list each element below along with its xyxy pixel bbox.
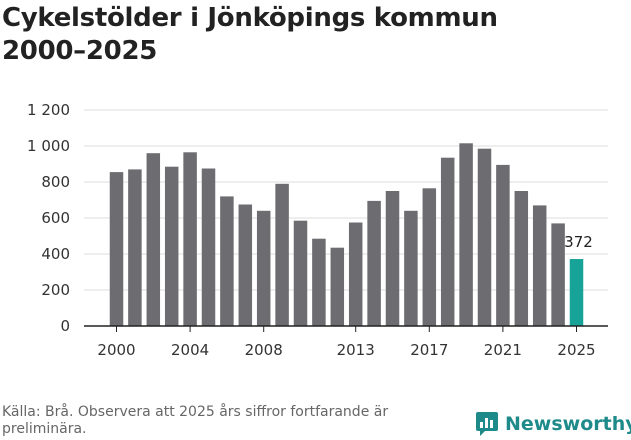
bar-2002 [146,153,161,326]
grid-lines [84,109,608,291]
newsworthy-logo-icon [476,412,498,436]
bar-2012 [330,247,345,326]
source-note: Källa: Brå. Observera att 2025 års siffr… [2,404,389,437]
bar-2018 [440,157,455,326]
bar-2011 [312,238,326,326]
bar-2001 [128,169,142,326]
x-axis-labels: 2000 2004 2008 2013 2017 2021 2025 [97,326,596,359]
x-tick-label: 2021 [484,341,522,359]
brand[interactable]: Newsworthy [475,408,631,440]
title-line-1: Cykelstölder i Jönköpings kommun [2,3,498,33]
data-labels: 372 [564,233,593,251]
bar-2025 [569,259,584,326]
bar-2005 [201,168,216,326]
y-tick-label: 1 000 [27,137,70,155]
y-tick-label: 200 [41,281,70,299]
brand-name: Newsworthy [505,413,631,435]
bar-2009 [275,183,289,326]
bar-2022 [514,191,529,326]
x-tick-label: 2004 [171,341,209,359]
x-tick-label: 2013 [337,341,375,359]
x-tick-label: 2017 [410,341,448,359]
bar-2000 [109,172,124,326]
bars [109,143,584,326]
bar-2006 [220,196,234,326]
y-tick-label: 600 [41,209,70,227]
title-line-2: 2000–2025 [2,36,158,66]
bar-2024 [551,223,565,326]
bar-2015 [385,191,400,326]
chart-title: Cykelstölder i Jönköpings kommun 2000–20… [2,2,622,68]
bar-2013 [348,222,363,326]
y-tick-label: 800 [41,173,70,191]
bar-2010 [293,220,308,326]
bar-2007 [238,204,253,326]
y-axis-labels: 0 200 400 600 800 1 000 1 200 [27,101,70,335]
bar-2019 [459,143,473,326]
bar-2020 [477,148,492,326]
y-tick-label: 0 [60,317,70,335]
bar-2008 [256,210,271,326]
y-tick-label: 400 [41,245,70,263]
bar-2014 [367,200,381,326]
x-tick-label: 2008 [245,341,283,359]
bar-chart: 0 200 400 600 800 1 000 1 200 2000 2004 2008 2013… [27,101,608,359]
x-tick-label: 2025 [557,341,595,359]
x-tick-label: 2000 [97,341,135,359]
y-tick-label: 1 200 [27,101,70,119]
bar-2004 [183,152,197,326]
bar-2016 [404,210,418,326]
bar-2023 [532,205,547,326]
bar-2003 [164,166,179,326]
bar-2017 [422,188,437,326]
data-label-2025: 372 [564,233,593,251]
bar-2021 [496,164,510,326]
